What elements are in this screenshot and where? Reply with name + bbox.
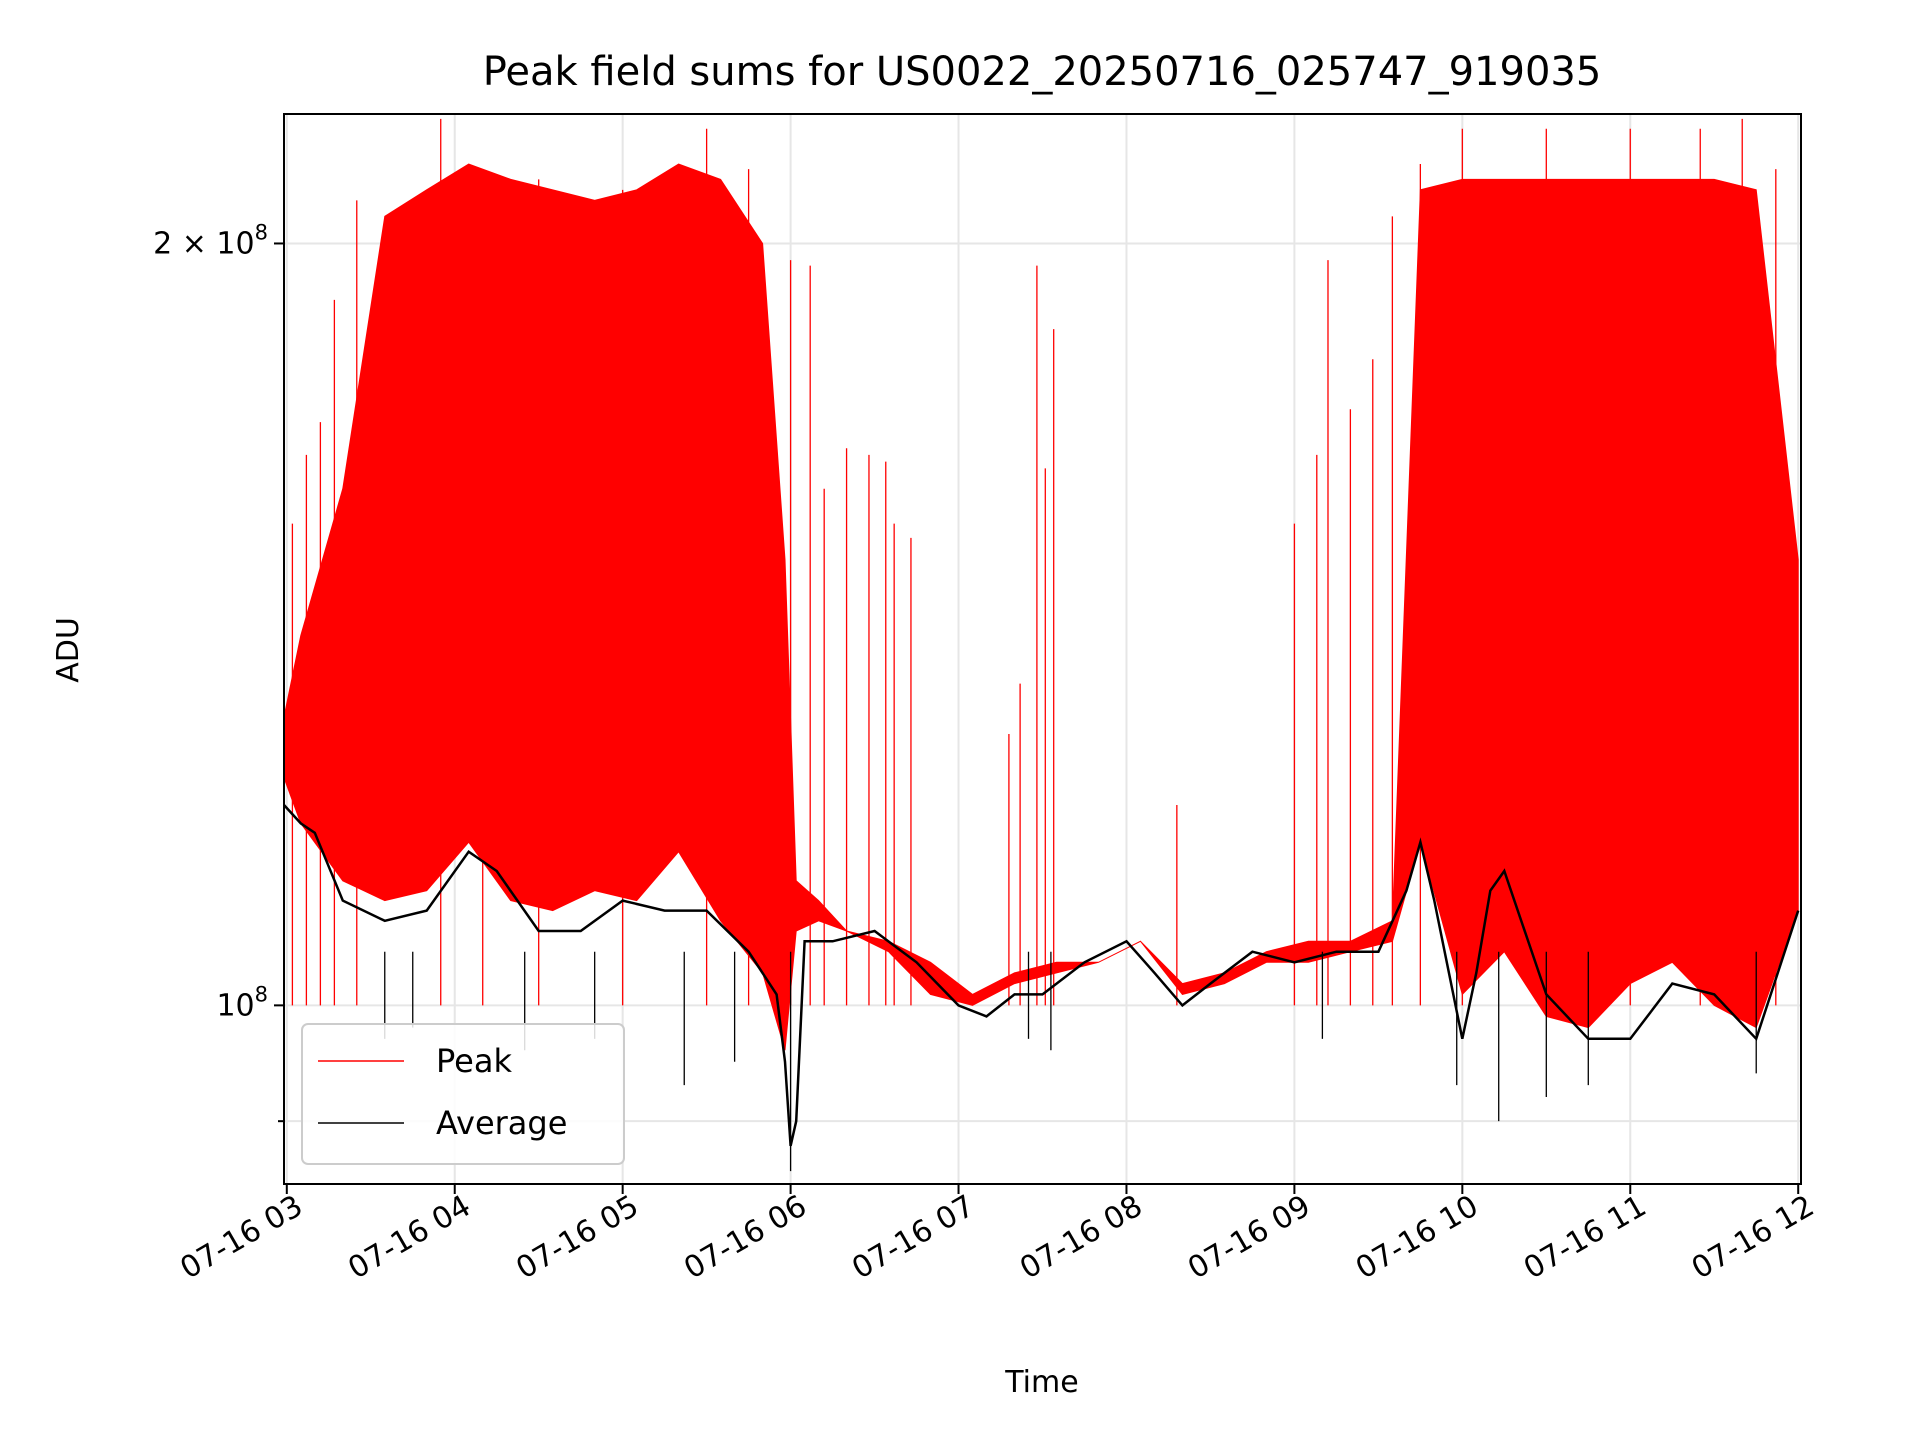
legend-label-average: Average [436, 1104, 567, 1142]
x-axis-label: Time [1004, 1365, 1078, 1400]
legend: Peak Average [301, 1023, 625, 1165]
legend-box [301, 1023, 625, 1165]
plot-series [283, 118, 1800, 1172]
average-series-line [283, 804, 1800, 1147]
legend-label-peak: Peak [436, 1042, 512, 1080]
y-axis-label: ADU [51, 617, 86, 683]
plot-frame [283, 113, 1802, 1185]
y-tick-label: 2 × 108 [153, 220, 268, 261]
y-tick-label: 108 [216, 982, 268, 1023]
chart-title: Peak field sums for US0022_20250716_0257… [483, 49, 1602, 95]
